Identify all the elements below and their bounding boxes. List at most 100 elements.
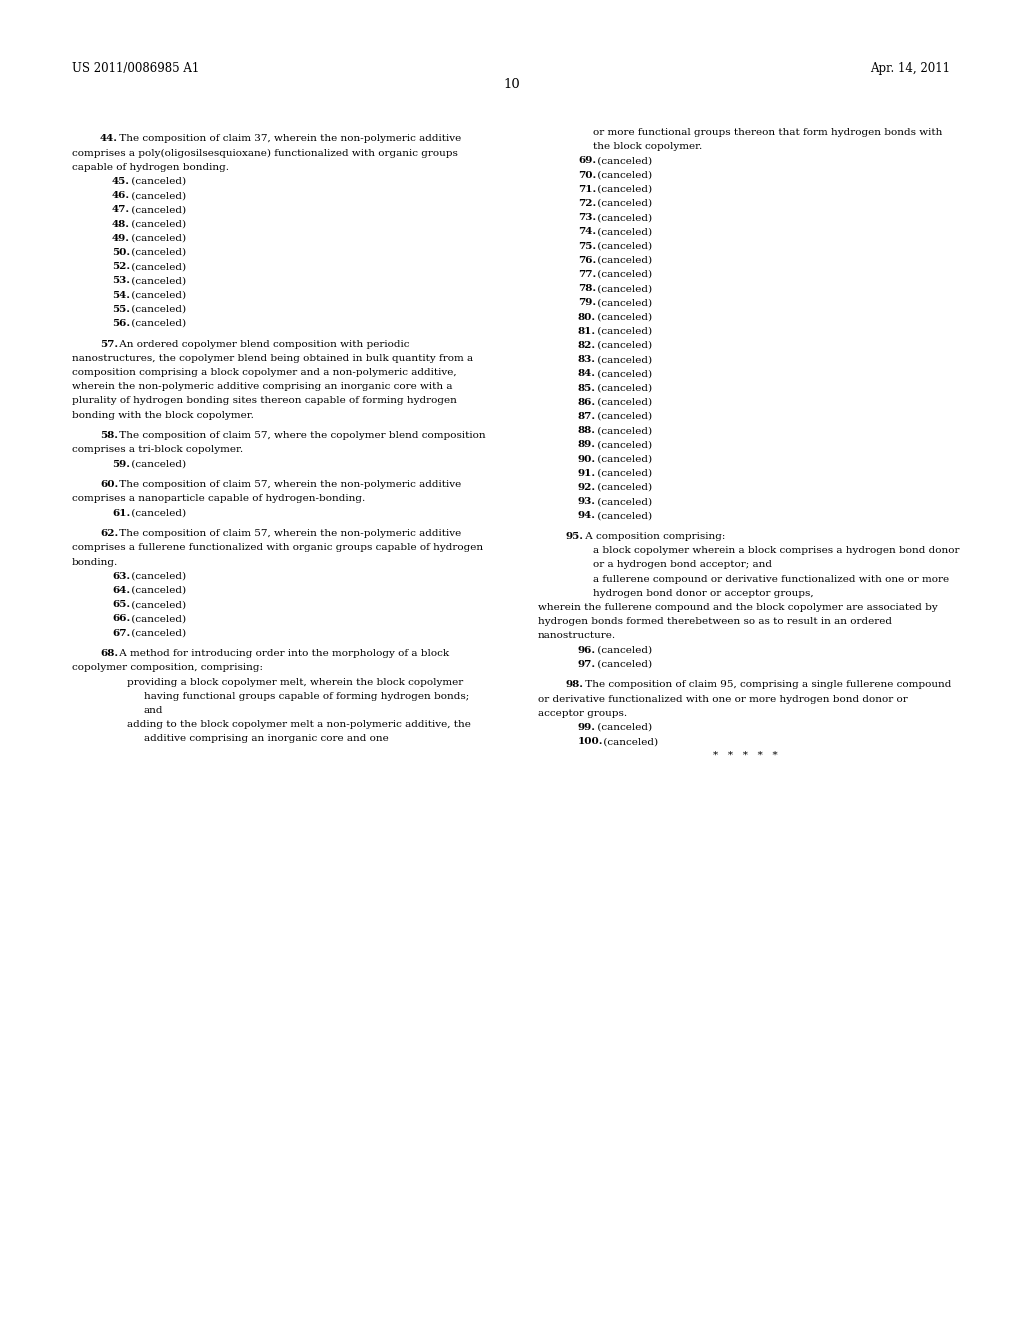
Text: 70.: 70. xyxy=(578,170,596,180)
Text: bonding.: bonding. xyxy=(72,557,118,566)
Text: (canceled): (canceled) xyxy=(128,276,186,285)
Text: (canceled): (canceled) xyxy=(128,319,186,327)
Text: (canceled): (canceled) xyxy=(594,469,652,478)
Text: plurality of hydrogen bonding sites thereon capable of forming hydrogen: plurality of hydrogen bonding sites ther… xyxy=(72,396,457,405)
Text: (canceled): (canceled) xyxy=(128,572,186,581)
Text: 45.: 45. xyxy=(112,177,130,186)
Text: (canceled): (canceled) xyxy=(594,170,652,180)
Text: hydrogen bonds formed therebetween so as to result in an ordered: hydrogen bonds formed therebetween so as… xyxy=(538,618,892,626)
Text: US 2011/0086985 A1: US 2011/0086985 A1 xyxy=(72,62,200,75)
Text: 95.: 95. xyxy=(566,532,584,541)
Text: (canceled): (canceled) xyxy=(594,660,652,669)
Text: (canceled): (canceled) xyxy=(594,284,652,293)
Text: bonding with the block copolymer.: bonding with the block copolymer. xyxy=(72,411,254,420)
Text: 60.: 60. xyxy=(100,480,118,490)
Text: 73.: 73. xyxy=(578,214,596,222)
Text: (canceled): (canceled) xyxy=(594,227,652,236)
Text: 91.: 91. xyxy=(578,469,596,478)
Text: 44.: 44. xyxy=(100,135,118,144)
Text: (canceled): (canceled) xyxy=(594,370,652,379)
Text: wherein the non-polymeric additive comprising an inorganic core with a: wherein the non-polymeric additive compr… xyxy=(72,383,453,391)
Text: 52.: 52. xyxy=(112,263,130,271)
Text: a block copolymer wherein a block comprises a hydrogen bond donor: a block copolymer wherein a block compri… xyxy=(593,546,959,556)
Text: 93.: 93. xyxy=(578,498,596,506)
Text: 54.: 54. xyxy=(112,290,130,300)
Text: (canceled): (canceled) xyxy=(594,199,652,209)
Text: (canceled): (canceled) xyxy=(594,511,652,520)
Text: The composition of claim 95, comprising a single fullerene compound: The composition of claim 95, comprising … xyxy=(583,680,951,689)
Text: (canceled): (canceled) xyxy=(128,601,186,609)
Text: wherein the fullerene compound and the block copolymer are associated by: wherein the fullerene compound and the b… xyxy=(538,603,938,612)
Text: 47.: 47. xyxy=(112,206,130,214)
Text: providing a block copolymer melt, wherein the block copolymer: providing a block copolymer melt, wherei… xyxy=(127,677,463,686)
Text: 76.: 76. xyxy=(578,256,596,265)
Text: 57.: 57. xyxy=(100,339,118,348)
Text: 88.: 88. xyxy=(578,426,596,436)
Text: nanostructure.: nanostructure. xyxy=(538,631,616,640)
Text: 98.: 98. xyxy=(566,680,584,689)
Text: (canceled): (canceled) xyxy=(594,313,652,322)
Text: 50.: 50. xyxy=(112,248,130,257)
Text: (canceled): (canceled) xyxy=(128,191,186,201)
Text: 71.: 71. xyxy=(578,185,596,194)
Text: *   *   *   *   *: * * * * * xyxy=(713,751,777,760)
Text: 85.: 85. xyxy=(578,384,596,392)
Text: The composition of claim 57, wherein the non-polymeric additive: The composition of claim 57, wherein the… xyxy=(117,480,462,490)
Text: 53.: 53. xyxy=(112,276,130,285)
Text: 67.: 67. xyxy=(112,628,130,638)
Text: comprises a tri-block copolymer.: comprises a tri-block copolymer. xyxy=(72,445,243,454)
Text: 46.: 46. xyxy=(112,191,130,201)
Text: 83.: 83. xyxy=(578,355,596,364)
Text: the block copolymer.: the block copolymer. xyxy=(593,143,702,152)
Text: 59.: 59. xyxy=(112,459,130,469)
Text: (canceled): (canceled) xyxy=(128,263,186,271)
Text: capable of hydrogen bonding.: capable of hydrogen bonding. xyxy=(72,162,229,172)
Text: 62.: 62. xyxy=(100,529,118,539)
Text: (canceled): (canceled) xyxy=(128,219,186,228)
Text: 56.: 56. xyxy=(112,319,130,327)
Text: 55.: 55. xyxy=(112,305,130,314)
Text: A composition comprising:: A composition comprising: xyxy=(583,532,726,541)
Text: 92.: 92. xyxy=(578,483,596,492)
Text: (canceled): (canceled) xyxy=(594,454,652,463)
Text: 74.: 74. xyxy=(578,227,596,236)
Text: 86.: 86. xyxy=(578,397,596,407)
Text: (canceled): (canceled) xyxy=(128,248,186,257)
Text: 68.: 68. xyxy=(100,649,118,659)
Text: 66.: 66. xyxy=(112,614,130,623)
Text: (canceled): (canceled) xyxy=(594,723,652,733)
Text: (canceled): (canceled) xyxy=(594,426,652,436)
Text: (canceled): (canceled) xyxy=(594,498,652,506)
Text: 69.: 69. xyxy=(578,156,596,165)
Text: or derivative functionalized with one or more hydrogen bond donor or: or derivative functionalized with one or… xyxy=(538,694,907,704)
Text: (canceled): (canceled) xyxy=(594,355,652,364)
Text: 48.: 48. xyxy=(112,219,130,228)
Text: or more functional groups thereon that form hydrogen bonds with: or more functional groups thereon that f… xyxy=(593,128,942,137)
Text: 72.: 72. xyxy=(578,199,596,209)
Text: (canceled): (canceled) xyxy=(128,177,186,186)
Text: 63.: 63. xyxy=(112,572,130,581)
Text: composition comprising a block copolymer and a non-polymeric additive,: composition comprising a block copolymer… xyxy=(72,368,457,378)
Text: 64.: 64. xyxy=(112,586,130,595)
Text: (canceled): (canceled) xyxy=(594,327,652,335)
Text: 78.: 78. xyxy=(578,284,596,293)
Text: additive comprising an inorganic core and one: additive comprising an inorganic core an… xyxy=(144,734,389,743)
Text: (canceled): (canceled) xyxy=(594,441,652,449)
Text: (canceled): (canceled) xyxy=(594,271,652,279)
Text: The composition of claim 37, wherein the non-polymeric additive: The composition of claim 37, wherein the… xyxy=(117,135,462,144)
Text: (canceled): (canceled) xyxy=(594,256,652,265)
Text: acceptor groups.: acceptor groups. xyxy=(538,709,627,718)
Text: (canceled): (canceled) xyxy=(594,298,652,308)
Text: having functional groups capable of forming hydrogen bonds;: having functional groups capable of form… xyxy=(144,692,469,701)
Text: (canceled): (canceled) xyxy=(128,305,186,314)
Text: 77.: 77. xyxy=(578,271,596,279)
Text: (canceled): (canceled) xyxy=(128,234,186,243)
Text: (canceled): (canceled) xyxy=(128,290,186,300)
Text: (canceled): (canceled) xyxy=(128,508,186,517)
Text: 61.: 61. xyxy=(112,508,130,517)
Text: (canceled): (canceled) xyxy=(594,483,652,492)
Text: 100.: 100. xyxy=(578,737,603,746)
Text: 80.: 80. xyxy=(578,313,596,322)
Text: (canceled): (canceled) xyxy=(128,614,186,623)
Text: 84.: 84. xyxy=(578,370,596,379)
